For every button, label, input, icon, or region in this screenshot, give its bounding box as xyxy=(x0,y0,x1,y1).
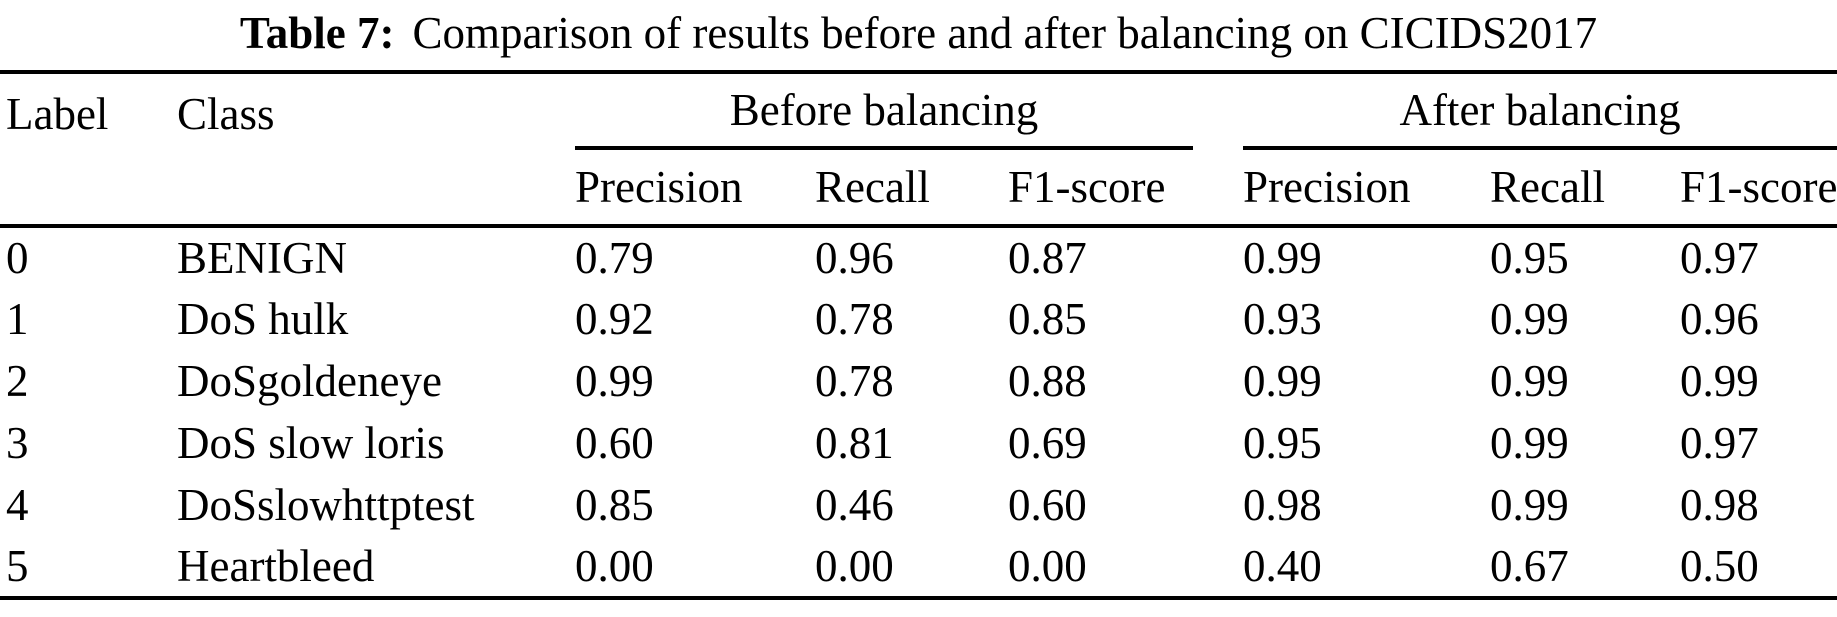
table-row: 0 BENIGN 0.79 0.96 0.87 0.99 0.95 0.97 xyxy=(0,226,1837,288)
before-f1score-cell: 0.88 xyxy=(1008,356,1087,406)
before-recall-cell: 0.46 xyxy=(815,480,894,530)
table-caption-number: Table 7: xyxy=(239,8,395,58)
group-header-after-balancing: After balancing xyxy=(1243,70,1837,150)
before-precision-cell: 0.99 xyxy=(575,356,654,406)
after-recall-cell: 0.99 xyxy=(1490,356,1569,406)
before-recall-cell: 0.78 xyxy=(815,356,894,406)
label-cell: 2 xyxy=(6,356,29,406)
column-header-class: Class xyxy=(177,70,575,228)
table-caption: Table 7: Comparison of results before and… xyxy=(0,0,1837,70)
before-f1score-cell: 0.00 xyxy=(1008,536,1244,600)
label-cell: 5 xyxy=(0,536,177,600)
before-precision-cell: 0.00 xyxy=(575,536,815,600)
before-recall-cell: 0.78 xyxy=(815,294,894,344)
group-header-before-balancing: Before balancing xyxy=(575,70,1244,150)
before-recall-cell: 0.00 xyxy=(815,536,1008,600)
after-recall-cell: 0.99 xyxy=(1490,294,1569,344)
class-cell: DoS hulk xyxy=(177,294,349,344)
class-cell: DoS slow loris xyxy=(177,418,445,468)
class-cell: BENIGN xyxy=(177,233,347,283)
after-f1score-cell: 0.97 xyxy=(1680,418,1759,468)
before-f1score-cell: 0.69 xyxy=(1008,418,1087,468)
label-cell: 0 xyxy=(6,233,29,283)
table-row: 1 DoS hulk 0.92 0.78 0.85 0.93 0.99 0.96 xyxy=(0,288,1837,350)
column-header-before-f1score: F1-score xyxy=(1008,150,1244,228)
before-recall-cell: 0.81 xyxy=(815,418,894,468)
before-f1score-cell: 0.87 xyxy=(1008,233,1087,283)
after-recall-cell: 0.99 xyxy=(1490,418,1569,468)
header-row-groups: Label Class Before balancing After balan… xyxy=(0,70,1837,228)
table-row: 4 DoSslowhttptest 0.85 0.46 0.60 0.98 0.… xyxy=(0,474,1837,536)
class-cell: DoSgoldeneye xyxy=(177,356,442,406)
column-header-after-recall: Recall xyxy=(1490,150,1681,228)
after-precision-cell: 0.93 xyxy=(1243,294,1322,344)
results-table: Label Class Before balancing After balan… xyxy=(0,70,1837,600)
before-precision-cell: 0.79 xyxy=(575,233,654,283)
before-precision-cell: 0.92 xyxy=(575,294,654,344)
column-header-after-f1score: F1-score xyxy=(1680,150,1837,228)
before-f1score-cell: 0.60 xyxy=(1008,480,1087,530)
header-row-metrics: Precision Recall F1-score Precision Reca… xyxy=(0,150,1837,228)
after-recall-cell: 0.67 xyxy=(1490,536,1681,600)
table-row: 2 DoSgoldeneye 0.99 0.78 0.88 0.99 0.99 … xyxy=(0,350,1837,412)
before-recall-cell: 0.96 xyxy=(815,233,894,283)
class-cell: DoSslowhttptest xyxy=(177,480,475,530)
group-header-before-balancing-label: Before balancing xyxy=(575,74,1194,150)
after-f1score-cell: 0.99 xyxy=(1680,356,1759,406)
after-f1score-cell: 0.98 xyxy=(1680,480,1759,530)
after-precision-cell: 0.98 xyxy=(1243,480,1322,530)
after-precision-cell: 0.99 xyxy=(1243,233,1322,283)
column-header-after-precision: Precision xyxy=(1243,150,1491,228)
column-header-label: Label xyxy=(0,70,177,228)
before-precision-cell: 0.60 xyxy=(575,418,654,468)
group-header-after-balancing-label: After balancing xyxy=(1243,74,1837,150)
label-cell: 1 xyxy=(6,294,29,344)
label-cell: 4 xyxy=(6,480,29,530)
after-precision-cell: 0.95 xyxy=(1243,418,1322,468)
table-caption-text: Comparison of results before and after b… xyxy=(412,8,1598,58)
table-row: 3 DoS slow loris 0.60 0.81 0.69 0.95 0.9… xyxy=(0,412,1837,474)
after-f1score-cell: 0.50 xyxy=(1680,536,1837,600)
after-precision-cell: 0.40 xyxy=(1243,536,1491,600)
table-row: 5 Heartbleed 0.00 0.00 0.00 0.40 0.67 0.… xyxy=(0,536,1837,600)
after-recall-cell: 0.95 xyxy=(1490,233,1569,283)
class-cell: Heartbleed xyxy=(177,536,575,600)
column-header-before-precision: Precision xyxy=(575,150,815,228)
label-cell: 3 xyxy=(6,418,29,468)
column-header-before-recall: Recall xyxy=(815,150,1008,228)
after-f1score-cell: 0.96 xyxy=(1680,294,1759,344)
before-f1score-cell: 0.85 xyxy=(1008,294,1087,344)
after-recall-cell: 0.99 xyxy=(1490,480,1569,530)
after-precision-cell: 0.99 xyxy=(1243,356,1322,406)
before-precision-cell: 0.85 xyxy=(575,480,654,530)
after-f1score-cell: 0.97 xyxy=(1680,233,1759,283)
